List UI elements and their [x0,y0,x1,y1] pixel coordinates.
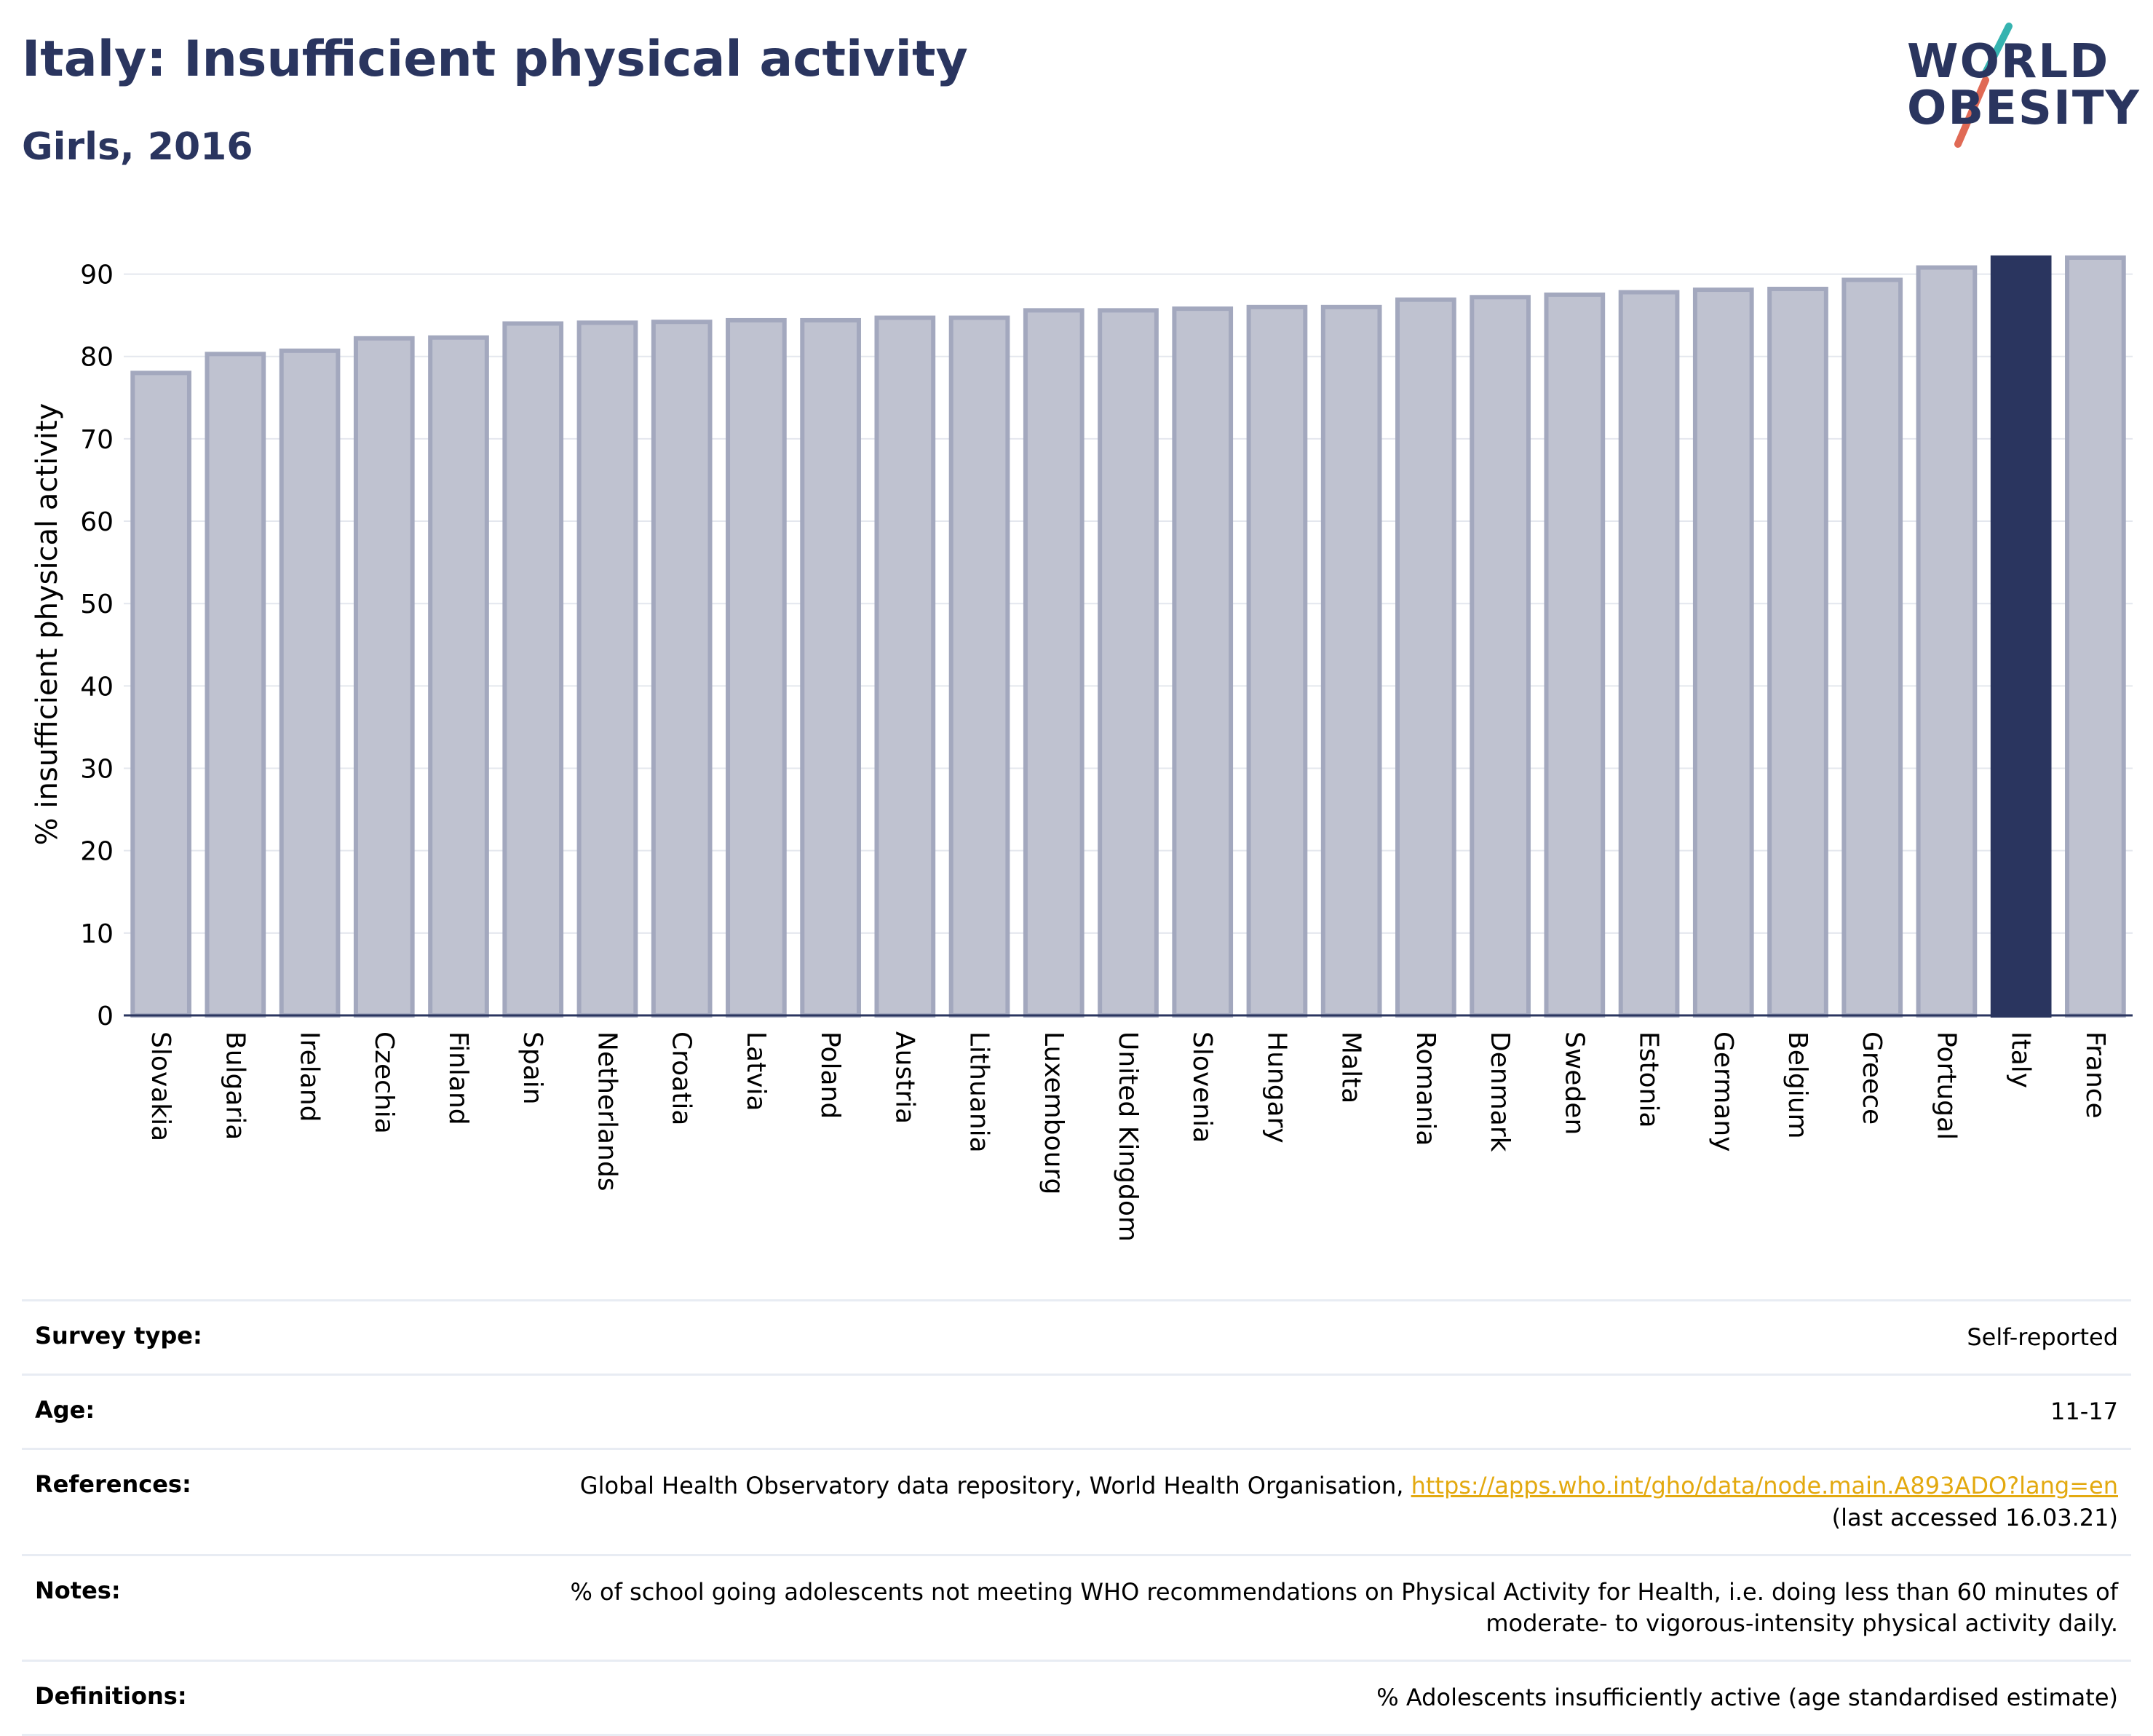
y-tick-label: 50 [80,590,114,619]
x-tick-labels: Slovakia Bulgaria Ireland Czechia Finland Spa… [146,1031,2110,1242]
world-obesity-logo [1954,23,2013,148]
logo-text-obesity: OBESITY [1907,82,2141,135]
x-tick-label: Sweden [1559,1031,1589,1135]
x-tick-label: Austria [889,1031,919,1124]
x-tick-label: Belgium [1783,1031,1812,1139]
y-tick-label: 20 [80,837,114,867]
bar-romania[interactable] [1395,297,1456,1018]
x-tick-label: Ireland [295,1031,325,1122]
bars [130,255,2126,1018]
x-tick-label: Portugal [1931,1031,1961,1140]
bar-germany[interactable] [1692,288,1754,1018]
info-row-references: References: Global Health Observatory da… [22,1448,2131,1553]
bar-estonia[interactable] [1618,290,1680,1018]
bar-greece[interactable] [1841,277,1903,1018]
x-tick-label: Slovenia [1187,1031,1217,1143]
bar-hungary[interactable] [1246,304,1308,1018]
notes-line-2: moderate- to vigorous-intensity physical… [1486,1609,2118,1637]
bar-finland[interactable] [428,335,489,1018]
y-tick-label: 90 [80,261,114,290]
info-row-notes: Notes: % of school going adolescents not… [22,1553,2131,1660]
x-tick-label: Poland [815,1031,845,1119]
x-tick-label: Finland [443,1031,473,1125]
y-tick-label: 10 [80,919,114,949]
x-tick-label: Latvia [741,1031,771,1111]
bar-malta[interactable] [1320,304,1382,1018]
bar-luxembourg[interactable] [1023,308,1085,1018]
bar-bulgaria[interactable] [205,352,266,1018]
y-tick-label: 70 [80,425,114,455]
x-tick-label: Malta [1336,1031,1366,1103]
info-row-survey-type: Survey type: Self-reported [22,1299,2131,1374]
bar-spain[interactable] [502,321,564,1018]
bar-denmark[interactable] [1470,295,1531,1018]
bar-ireland[interactable] [279,348,341,1018]
x-tick-label: Bulgaria [220,1031,250,1140]
info-label: Survey type: [35,1322,202,1349]
logo-text-world: WORLD [1907,35,2110,89]
info-value: 11-17 [2050,1398,2118,1426]
x-tick-label: United Kingdom [1113,1031,1143,1242]
notes-line-1: % of school going adolescents not meetin… [570,1577,2118,1606]
bar-poland[interactable] [800,317,861,1018]
bar-italy[interactable] [1990,255,2052,1018]
x-tick-label: Denmark [1485,1031,1515,1152]
x-tick-label: Estonia [1634,1031,1664,1128]
bar-france[interactable] [2065,255,2126,1018]
bar-austria[interactable] [874,315,936,1018]
info-row-age: Age: 11-17 [22,1374,2131,1448]
x-tick-label: Croatia [667,1031,697,1125]
info-value: % of school going adolescents not meetin… [570,1577,2118,1639]
reference-accessed: (last accessed 16.03.21) [1831,1503,2118,1531]
bar-sweden[interactable] [1544,292,1606,1018]
bar-portugal[interactable] [1916,265,1978,1018]
page-subtitle: Girls, 2016 [22,125,253,169]
x-tick-label: Czechia [369,1031,399,1134]
x-tick-label: Greece [1857,1031,1887,1125]
y-tick-labels: 0 10 20 30 40 50 60 70 80 90 [80,261,114,1031]
info-label: References: [35,1470,191,1499]
x-tick-label: Italy [2006,1031,2036,1088]
x-tick-label: Romania [1411,1031,1440,1146]
info-value: Global Health Observatory data repositor… [580,1470,2118,1533]
y-tick-label: 30 [80,755,114,785]
bar-slovakia[interactable] [130,370,191,1018]
reference-link[interactable]: https://apps.who.int/gho/data/node.main.… [1411,1472,2118,1500]
bar-lithuania[interactable] [948,315,1010,1018]
bar-czechia[interactable] [353,336,415,1018]
bar-belgium[interactable] [1767,286,1828,1018]
x-tick-label: Luxembourg [1039,1031,1068,1194]
chart-info-table: Survey type: Self-reported Age: 11-17 Re… [22,1299,2131,1736]
x-tick-label: Netherlands [592,1031,622,1191]
x-tick-label: Spain [518,1031,547,1105]
x-tick-label: Germany [1708,1031,1738,1152]
bar-croatia[interactable] [651,320,713,1018]
page-title: Italy: Insufficient physical activity [22,31,968,88]
bar-united-kingdom[interactable] [1098,308,1159,1018]
x-tick-label: Hungary [1261,1031,1291,1144]
info-value: Self-reported [1967,1323,2118,1351]
y-tick-label: 0 [97,1002,114,1031]
reference-text: Global Health Observatory data repositor… [579,1472,1411,1500]
bar-latvia[interactable] [726,317,787,1018]
info-value: % Adolescents insufficiently active (age… [1376,1684,2118,1712]
info-label: Notes: [35,1576,121,1604]
bar-slovenia[interactable] [1172,306,1234,1018]
x-tick-label: France [2080,1031,2110,1119]
y-tick-label: 80 [80,343,114,373]
x-tick-label: Slovakia [146,1031,175,1141]
y-tick-label: 40 [80,672,114,702]
info-label: Definitions: [35,1682,187,1711]
x-tick-label: Lithuania [964,1031,994,1153]
info-label: Age: [35,1396,95,1424]
bar-chart: 0 10 20 30 40 50 60 70 80 90 Slovakia Bulgaria Irel… [31,255,2133,1242]
y-axis-label: % insufficient physical activity [31,403,64,846]
bar-netherlands[interactable] [576,320,638,1018]
y-tick-label: 60 [80,507,114,537]
info-row-definitions: Definitions: % Adolescents insufficientl… [22,1660,2131,1736]
